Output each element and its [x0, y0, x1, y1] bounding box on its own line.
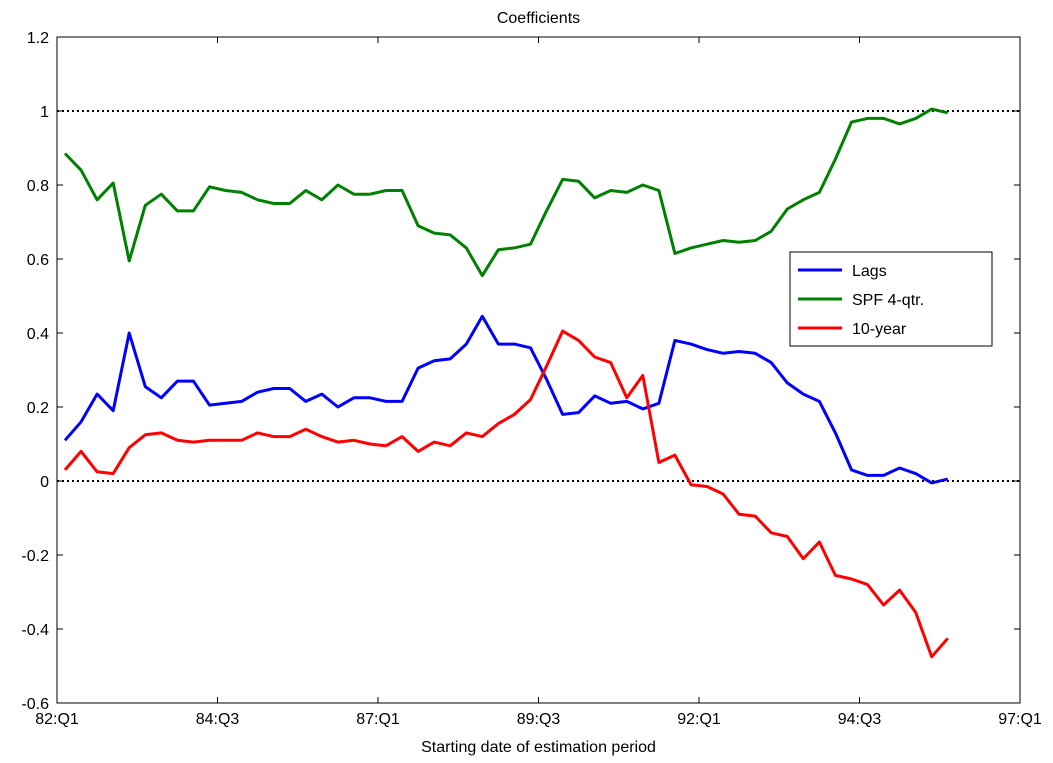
y-tick-label: 0.4 — [27, 326, 49, 343]
y-tick-label: 0 — [40, 474, 49, 491]
y-tick-label: 0.8 — [27, 178, 49, 195]
x-tick-label: 97:Q1 — [998, 711, 1042, 728]
series-line-lags — [63, 314, 949, 485]
legend-label: Lags — [852, 263, 887, 280]
series-line-spf-4-qtr- — [63, 107, 949, 278]
y-tick-label: 1 — [40, 104, 49, 121]
x-axis: 82:Q1 84:Q3 87:Q1 89:Q3 92:Q1 94:Q3 97:Q1 — [35, 37, 1042, 728]
x-axis-label: Starting date of estimation period — [421, 739, 656, 756]
legend: Lags SPF 4-qtr. 10-year — [789, 251, 993, 347]
x-tick-label: 89:Q3 — [517, 711, 561, 728]
legend-label: SPF 4-qtr. — [852, 292, 924, 309]
series-line-10-year — [63, 329, 949, 659]
series-layer — [63, 107, 949, 659]
y-tick-label: -0.2 — [21, 548, 49, 565]
y-tick-label: -0.6 — [21, 696, 49, 713]
x-tick-label: 82:Q1 — [35, 711, 79, 728]
x-tick-label: 94:Q3 — [838, 711, 882, 728]
chart-title: Coefficients — [497, 10, 580, 27]
x-tick-label: 87:Q1 — [356, 711, 400, 728]
y-tick-label: -0.4 — [21, 622, 49, 639]
x-tick-label: 84:Q3 — [196, 711, 240, 728]
y-tick-label: 1.2 — [27, 30, 49, 47]
reference-lines — [57, 110, 1020, 482]
x-tick-label: 92:Q1 — [677, 711, 721, 728]
y-tick-label: 0.6 — [27, 252, 49, 269]
y-axis: -0.6 -0.4 -0.2 0 0.2 0.4 0.6 0.8 1 1.2 — [21, 30, 1020, 713]
legend-label: 10-year — [852, 321, 907, 338]
y-tick-label: 0.2 — [27, 400, 49, 417]
